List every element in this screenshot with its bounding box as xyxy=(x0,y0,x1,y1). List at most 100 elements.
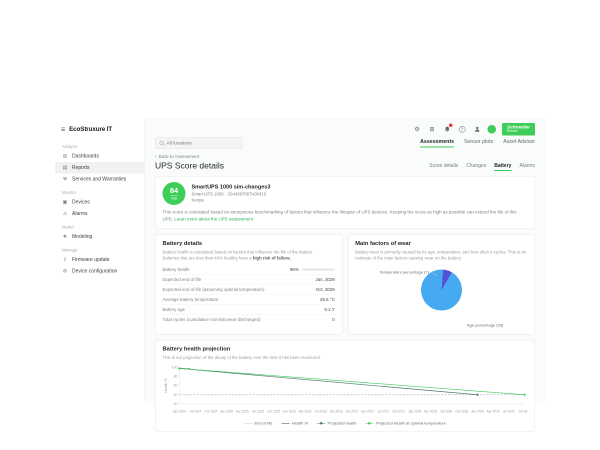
legend-item[interactable]: Projected health at optimal temperature xyxy=(365,421,446,425)
tab-assessments[interactable]: Assessments xyxy=(420,139,454,148)
svg-text:Jan 2029: Jan 2029 xyxy=(471,409,484,413)
table-row: Battery health 96% xyxy=(162,265,335,275)
sidebar-item-firmware-update[interactable]: ⇩ Firmware update xyxy=(55,254,145,266)
svg-text:40: 40 xyxy=(174,393,178,397)
svg-text:Jul 2028: Jul 2028 xyxy=(440,409,452,413)
projection-description: This is our projection of the decay of t… xyxy=(162,355,322,361)
svg-text:Apr 2024: Apr 2024 xyxy=(173,409,186,413)
subtab-alarms[interactable]: Alarms xyxy=(519,162,535,169)
subtab-score-details[interactable]: Score details xyxy=(429,162,459,169)
svg-text:Jul 2026: Jul 2026 xyxy=(315,409,327,413)
title-row: UPS Score details Score details Changes … xyxy=(155,161,535,171)
settings-gear-icon[interactable]: ⚙ xyxy=(414,125,420,133)
sidebar-item-label: Modeling xyxy=(72,234,93,240)
chevron-left-icon: ‹ xyxy=(155,153,157,160)
svg-text:Jan 2025: Jan 2025 xyxy=(220,409,233,413)
learn-more-link[interactable]: Learn more about the UPS assessment xyxy=(174,216,254,222)
device-model-serial: Smart-UPS 1000 · 3S4450786TA00410 xyxy=(191,191,267,197)
svg-text:Oct 2026: Oct 2026 xyxy=(330,409,343,413)
sidebar-item-label: Firmware update xyxy=(72,257,110,263)
sidebar-item-label: Reports xyxy=(72,165,90,171)
app-window: ≡ EcoStruxure IT Analyze ⊞ Dashboards ▤ … xyxy=(55,118,545,432)
sidebar-item-devices[interactable]: ▣ Devices xyxy=(55,197,145,209)
sidebar-item-device-configuration[interactable]: ⚙ Device configuration xyxy=(55,266,145,278)
score-value: 84 xyxy=(169,186,179,195)
help-icon[interactable]: ? xyxy=(458,125,467,134)
wear-factors-description: Battery wear is primarily caused by its … xyxy=(355,249,526,261)
svg-text:100: 100 xyxy=(172,365,178,369)
svg-text:Apr 2025: Apr 2025 xyxy=(236,409,249,413)
page-title: UPS Score details xyxy=(155,160,224,171)
bell-icon xyxy=(444,126,450,132)
ups-score-badge: 84 100 xyxy=(162,181,186,205)
sidebar-item-label: Device configuration xyxy=(72,268,118,275)
svg-text:20: 20 xyxy=(174,402,178,406)
wear-pie-wrap: Temperature percentage (7) Age percentag… xyxy=(355,269,527,329)
location-search[interactable] xyxy=(155,137,243,149)
sidebar-item-dashboards[interactable]: ⊞ Dashboards xyxy=(55,151,145,163)
search-tabs-row: Assessments Sensor plots Asset Advisor xyxy=(155,137,535,149)
services-icon: ⚒ xyxy=(62,176,68,183)
sidebar-item-modeling[interactable]: ❖ Modeling xyxy=(55,231,145,243)
svg-text:Jan 2028: Jan 2028 xyxy=(408,409,421,413)
apps-grid-icon[interactable]: ⊞ xyxy=(429,125,435,133)
svg-text:80: 80 xyxy=(174,374,178,378)
sidebar-item-alarms[interactable]: ⚠ Alarms xyxy=(55,208,145,220)
subtab-changes[interactable]: Changes xyxy=(466,162,487,169)
user-avatar[interactable] xyxy=(487,124,497,134)
battery-health-bar xyxy=(301,268,335,271)
search-icon xyxy=(159,141,164,146)
svg-text:Oct 2029: Oct 2029 xyxy=(518,409,527,413)
svg-text:Jan 2027: Jan 2027 xyxy=(345,409,358,413)
person-icon xyxy=(474,126,480,132)
svg-text:Oct 2025: Oct 2025 xyxy=(267,409,280,413)
table-row: Expected end of life (assuming optimal t… xyxy=(162,285,335,295)
notifications-bell-icon[interactable] xyxy=(443,123,453,134)
schneider-logo[interactable]: Schneider Electric xyxy=(502,123,535,136)
user-icon[interactable] xyxy=(473,125,482,134)
sidebar: ≡ EcoStruxure IT Analyze ⊞ Dashboards ▤ … xyxy=(55,118,145,403)
back-link[interactable]: ‹ Back to Assessment xyxy=(155,153,200,160)
table-row: Total cycles (cumulative nominal wear di… xyxy=(162,316,335,322)
svg-text:Jul 2029: Jul 2029 xyxy=(503,409,515,413)
table-row: Expected end of life Jan, 2029 xyxy=(162,275,335,285)
sidebar-item-label: Devices xyxy=(72,199,90,206)
svg-text:Jan 2026: Jan 2026 xyxy=(283,409,296,413)
subtab-battery[interactable]: Battery xyxy=(494,163,512,171)
table-row: Battery age 0.2 Y xyxy=(162,305,335,315)
svg-text:Jul 2027: Jul 2027 xyxy=(377,409,389,413)
sidebar-item-services-warranties[interactable]: ⚒ Services and Warranties xyxy=(55,174,145,186)
wear-factors-title: Main factors of wear xyxy=(355,240,411,247)
battery-details-title: Battery details xyxy=(162,240,203,247)
svg-text:Oct 2024: Oct 2024 xyxy=(204,409,217,413)
legend-item[interactable]: Projected health xyxy=(317,421,356,425)
main-content: ⚙ ⊞ ? Schneider Electric Assessme xyxy=(145,118,545,432)
detail-subtabs: Score details Changes Battery Alarms xyxy=(429,163,535,171)
legend-item[interactable]: End of life xyxy=(244,420,273,426)
wear-pie-chart[interactable] xyxy=(420,269,462,311)
svg-text:Jul 2025: Jul 2025 xyxy=(252,409,264,413)
brand-logo: EcoStruxure IT xyxy=(69,125,113,133)
search-input[interactable] xyxy=(166,140,238,146)
tab-sensor-plots[interactable]: Sensor plots xyxy=(464,138,494,145)
pie-label-age: Age percentage (93) xyxy=(466,323,504,328)
score-total: 100 xyxy=(170,195,178,201)
sidebar-item-reports[interactable]: ▤ Reports xyxy=(55,162,145,174)
projection-title: Battery health projection xyxy=(162,346,231,353)
svg-text:Oct 2028: Oct 2028 xyxy=(455,409,468,413)
cards-row: Battery details Battery health is calcul… xyxy=(155,234,535,335)
menu-icon[interactable]: ≡ xyxy=(61,125,66,133)
svg-text:Apr 2028: Apr 2028 xyxy=(424,409,437,413)
table-row: Average battery temperature 25.6 °C xyxy=(162,295,335,305)
gear-icon: ⚙ xyxy=(62,268,68,275)
svg-text:Health %: Health % xyxy=(164,378,168,392)
tab-asset-advisor[interactable]: Asset Advisor xyxy=(503,138,535,145)
devices-icon: ▣ xyxy=(62,199,68,206)
battery-projection-card: Battery health projection This is our pr… xyxy=(155,340,535,432)
sidebar-item-label: Dashboards xyxy=(72,153,99,160)
score-description: This score is calculated based on anonym… xyxy=(162,209,517,222)
notification-badge xyxy=(449,123,453,128)
wear-factors-card: Main factors of wear Battery wear is pri… xyxy=(347,234,535,335)
legend-item[interactable]: Health % xyxy=(281,420,309,426)
